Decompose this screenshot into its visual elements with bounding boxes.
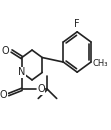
Text: CH₃: CH₃	[92, 59, 108, 68]
Text: N: N	[18, 67, 26, 77]
Text: O: O	[0, 90, 7, 100]
Text: O: O	[2, 46, 10, 56]
Text: O: O	[37, 84, 45, 94]
Text: F: F	[74, 19, 80, 29]
